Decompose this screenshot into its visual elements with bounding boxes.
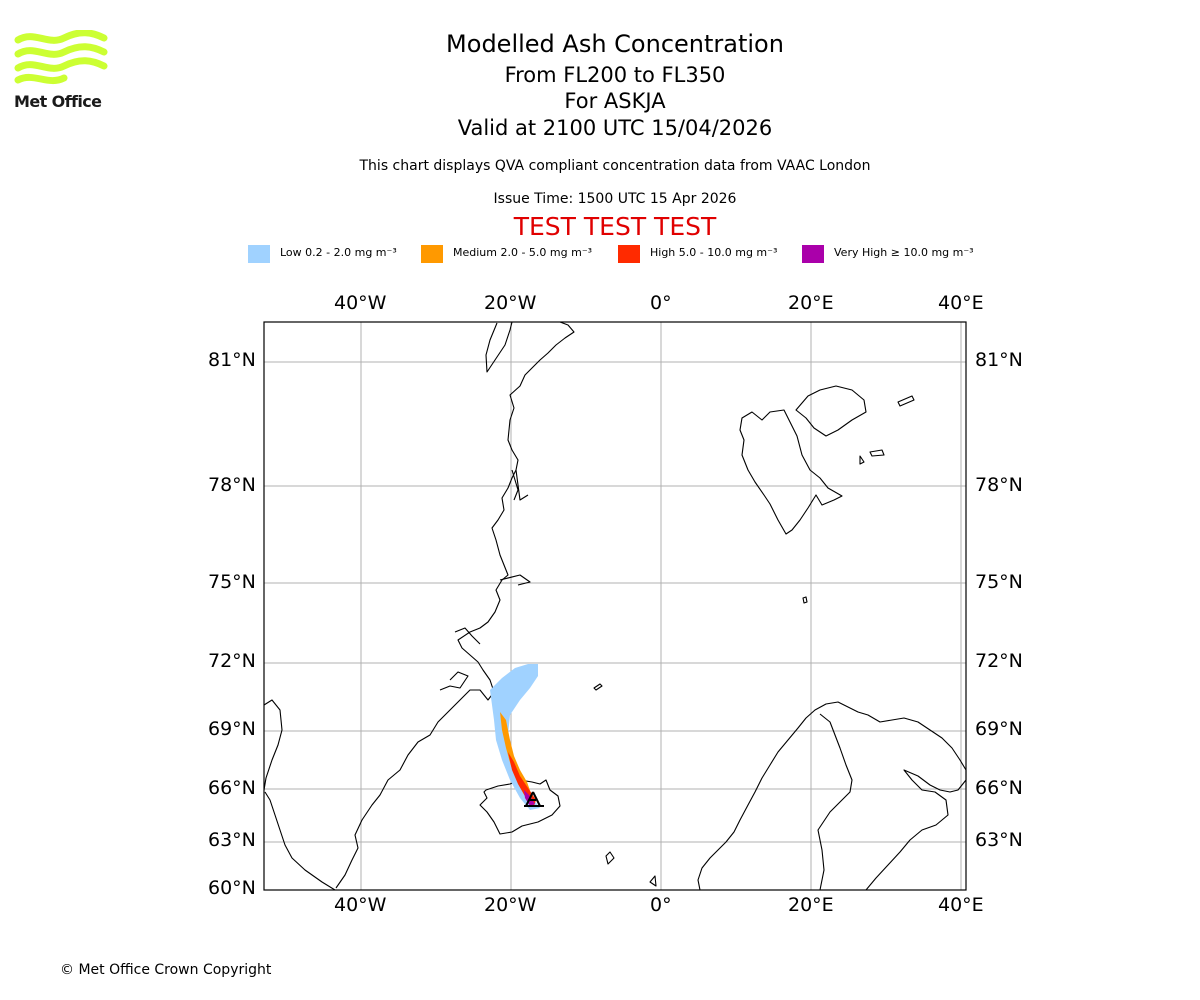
legend-label-high: High 5.0 - 10.0 mg m⁻³ bbox=[650, 246, 778, 259]
lat-label-right-72n: 72°N bbox=[975, 650, 1023, 672]
lat-label-left-72n: 72°N bbox=[208, 650, 256, 672]
legend-label-low: Low 0.2 - 2.0 mg m⁻³ bbox=[280, 246, 397, 259]
lat-label-left-69n: 69°N bbox=[208, 718, 256, 740]
lon-label-top-20e: 20°E bbox=[788, 292, 834, 314]
lat-label-right-69n: 69°N bbox=[975, 718, 1023, 740]
legend-swatch-medium bbox=[421, 245, 443, 263]
lon-label-bottom-20w: 20°W bbox=[484, 894, 537, 916]
lon-label-bottom-0: 0° bbox=[650, 894, 672, 916]
legend-swatch-high bbox=[618, 245, 640, 263]
ash-medium-region bbox=[500, 712, 532, 798]
volcano-marker bbox=[524, 791, 544, 807]
lon-label-top-20w: 20°W bbox=[484, 292, 537, 314]
ash-high-region bbox=[508, 752, 536, 806]
flight-levels: From FL200 to FL350 bbox=[504, 63, 726, 87]
lat-label-right-75n: 75°N bbox=[975, 571, 1023, 593]
lat-label-left-81n: 81°N bbox=[208, 349, 256, 371]
legend-label-medium: Medium 2.0 - 5.0 mg m⁻³ bbox=[453, 246, 593, 259]
coastlines bbox=[263, 321, 967, 891]
lat-label-right-78n: 78°N bbox=[975, 474, 1023, 496]
ash-plume bbox=[490, 664, 544, 810]
svalbard-coast bbox=[739, 385, 915, 535]
map-frame bbox=[263, 321, 967, 891]
legend-label-very-high: Very High ≥ 10.0 mg m⁻³ bbox=[834, 246, 974, 259]
lat-label-left-78n: 78°N bbox=[208, 474, 256, 496]
ash-low-region bbox=[490, 664, 540, 810]
lat-label-right-81n: 81°N bbox=[975, 349, 1023, 371]
met-office-logo: Met Office bbox=[14, 29, 110, 112]
lon-label-bottom-20e: 20°E bbox=[788, 894, 834, 916]
jan-mayen-coast bbox=[593, 683, 603, 691]
lat-label-right-66n: 66°N bbox=[975, 777, 1023, 799]
legend-swatch-low bbox=[248, 245, 270, 263]
lat-label-left-63n: 63°N bbox=[208, 829, 256, 851]
met-office-logo-text: Met Office bbox=[14, 92, 102, 111]
faroe-coast bbox=[605, 851, 615, 865]
greenland-fjords bbox=[439, 469, 531, 691]
lon-label-bottom-40w: 40°W bbox=[334, 894, 387, 916]
copyright: © Met Office Crown Copyright bbox=[60, 962, 272, 978]
graticule bbox=[264, 322, 966, 890]
scandinavia-coast bbox=[697, 701, 967, 891]
greenland-coast bbox=[263, 321, 575, 891]
lat-label-left-75n: 75°N bbox=[208, 571, 256, 593]
lon-label-top-0: 0° bbox=[650, 292, 672, 314]
valid-time: Valid at 2100 UTC 15/04/2026 bbox=[457, 116, 773, 140]
lat-label-right-63n: 63°N bbox=[975, 829, 1023, 851]
issue-time: Issue Time: 1500 UTC 15 Apr 2026 bbox=[493, 191, 737, 207]
met-office-waves-icon bbox=[14, 29, 108, 85]
bjornoya-coast bbox=[802, 596, 808, 604]
lon-label-bottom-40e: 40°E bbox=[938, 894, 984, 916]
legend-swatch-very-high bbox=[802, 245, 824, 263]
test-banner: TEST TEST TEST bbox=[513, 212, 717, 241]
volcano-name: For ASKJA bbox=[564, 89, 666, 113]
lat-label-left-66n: 66°N bbox=[208, 777, 256, 799]
lat-label-left-60n: 60°N bbox=[208, 877, 256, 899]
chart-description: This chart displays QVA compliant concen… bbox=[359, 158, 871, 174]
chart-title: Modelled Ash Concentration bbox=[446, 30, 784, 58]
shetland-coast bbox=[649, 875, 657, 887]
lon-label-top-40w: 40°W bbox=[334, 292, 387, 314]
lon-label-top-40e: 40°E bbox=[938, 292, 984, 314]
